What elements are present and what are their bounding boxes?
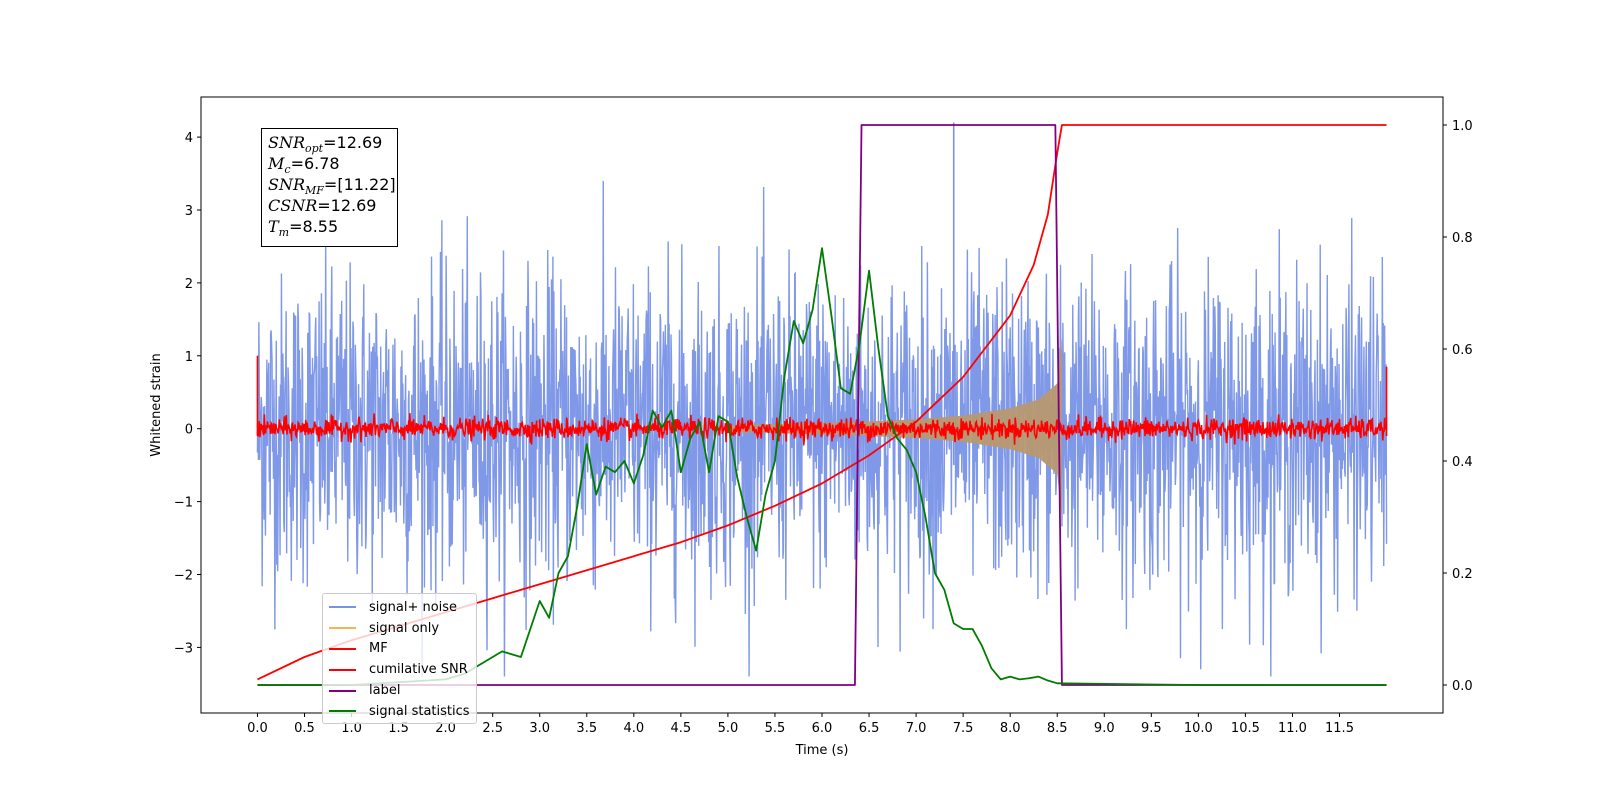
x-tick-label: 7.0 [906, 721, 927, 736]
x-tick-label: 10.0 [1184, 721, 1213, 736]
y-tick-label: 4 [185, 131, 193, 146]
info-value: =12.69 [317, 196, 377, 215]
legend-item: signal only [329, 618, 476, 639]
label-line [257, 124, 1387, 686]
x-tick-label: 7.5 [953, 721, 974, 736]
mf-line [256, 413, 1388, 445]
x-tick-label: 5.5 [765, 721, 786, 736]
info-line: SNRopt=12.69 [268, 132, 397, 156]
info-line: Tm=8.55 [268, 216, 397, 240]
info-symbol: M [268, 154, 285, 173]
legend-swatch [329, 647, 356, 650]
x-tick-label: 1.5 [388, 721, 409, 736]
series-signal-noise [256, 122, 1388, 677]
series-signal-statistics [257, 247, 1387, 686]
y-tick-label: 3 [185, 204, 193, 219]
legend-label: signal statistics [369, 703, 470, 719]
info-symbol: T [268, 217, 279, 236]
x-axis: 0.0 0.5 1.0 1.5 2.0 2.5 3.0 3.5 4.0 4.5 5.0 5.5 6.0 6… [247, 713, 1354, 736]
x-tick-label: 1.0 [341, 721, 362, 736]
x-tick-label: 3.0 [529, 721, 550, 736]
y-tick-label: −1 [174, 496, 193, 511]
info-value: =12.69 [323, 133, 383, 152]
info-line: Mc=6.78 [268, 153, 397, 177]
x-tick-label: 11.0 [1278, 721, 1307, 736]
x-tick-label: 6.0 [812, 721, 833, 736]
x-tick-label: 6.5 [859, 721, 880, 736]
x-tick-label: 10.5 [1231, 721, 1260, 736]
x-tick-label: 5.0 [718, 721, 739, 736]
legend-item: signal statistics [329, 701, 476, 722]
legend-item: MF [329, 639, 476, 660]
legend-swatch [329, 627, 356, 630]
y-right-tick-label: 0.4 [1452, 455, 1473, 470]
y-axis-right: 0.0 0.2 0.4 0.6 0.8 1.0 [1443, 119, 1473, 694]
x-tick-label: 2.5 [482, 721, 503, 736]
x-tick-label: 8.5 [1047, 721, 1068, 736]
x-tick-label: 9.5 [1141, 721, 1162, 736]
info-value: =6.78 [290, 154, 340, 173]
legend-label: signal+ noise [369, 599, 458, 615]
noise-line [256, 180, 1388, 677]
legend: signal+ noise signal only MF cumilative SNR… [322, 593, 477, 724]
y-right-tick-label: 0.8 [1452, 231, 1473, 246]
series-label [257, 124, 1387, 686]
x-tick-label: 2.0 [435, 721, 456, 736]
y-axis-label: Whitened strain [149, 353, 164, 456]
x-tick-label: 0.0 [247, 721, 268, 736]
series-mf [256, 355, 1388, 445]
legend-swatch [329, 668, 356, 671]
y-right-tick-label: 0.2 [1452, 567, 1473, 582]
x-tick-label: 0.5 [294, 721, 315, 736]
y-tick-label: −3 [174, 641, 193, 656]
stats-info-box: SNRopt=12.69 Mc=6.78 SNRMF=[11.22] CSNR=12.… [261, 128, 398, 247]
y-right-tick-label: 0.0 [1452, 679, 1473, 694]
legend-label: cumilative SNR [369, 662, 468, 678]
x-tick-label: 8.0 [1000, 721, 1021, 736]
info-subscript: c [284, 163, 291, 177]
info-symbol: SNR [268, 175, 306, 194]
signal-statistics-line [257, 247, 1387, 686]
legend-swatch [329, 689, 356, 692]
y-tick-label: 0 [185, 423, 193, 438]
info-subscript: opt [305, 142, 324, 156]
info-line: CSNR=12.69 [268, 195, 397, 216]
legend-item: cumilative SNR [329, 659, 476, 680]
x-tick-label: 4.0 [623, 721, 644, 736]
legend-swatch [329, 606, 356, 609]
x-tick-label: 9.0 [1094, 721, 1115, 736]
y-tick-label: 1 [185, 350, 193, 365]
y-tick-label: 2 [185, 277, 193, 292]
info-subscript: m [278, 226, 290, 240]
info-symbol: CSNR [268, 196, 318, 215]
legend-label: label [369, 683, 401, 699]
info-subscript: MF [305, 184, 324, 198]
y-right-tick-label: 0.6 [1452, 343, 1473, 358]
x-tick-label: 11.5 [1325, 721, 1354, 736]
x-tick-label: 4.5 [671, 721, 692, 736]
info-symbol: SNR [268, 133, 306, 152]
y-axis-left: −3 −2 −1 0 1 2 3 4 [174, 131, 201, 656]
legend-label: signal only [369, 620, 440, 636]
legend-label: MF [369, 641, 388, 657]
x-axis-label: Time (s) [795, 743, 849, 758]
legend-swatch [329, 710, 356, 713]
legend-item: label [329, 680, 476, 701]
legend-item: signal+ noise [329, 597, 476, 618]
info-value: =8.55 [289, 217, 339, 236]
x-tick-label: 3.5 [576, 721, 597, 736]
y-tick-label: −2 [174, 568, 193, 583]
info-line: SNRMF=[11.22] [268, 174, 397, 198]
info-value: =[11.22] [323, 175, 396, 194]
y-right-tick-label: 1.0 [1452, 119, 1473, 134]
